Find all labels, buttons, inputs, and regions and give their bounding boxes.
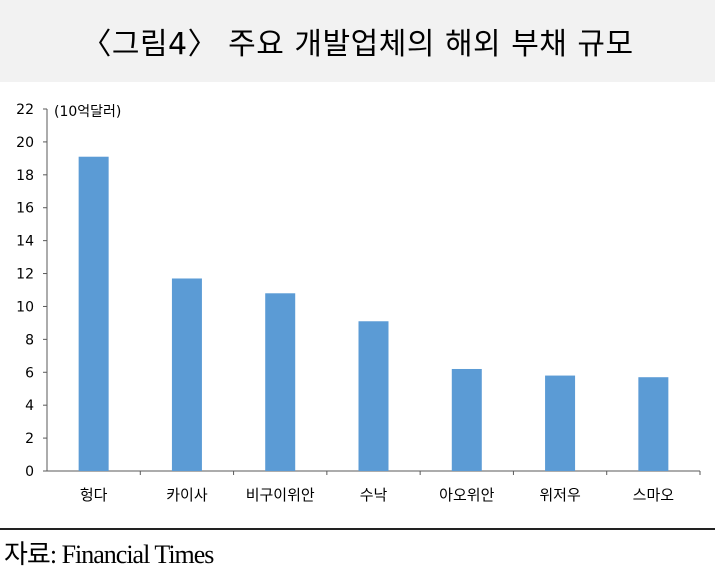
bar	[451, 368, 482, 471]
y-tick-label: 0	[25, 464, 34, 480]
chart-title: 〈그림4〉 주요 개발업체의 해외 부채 규모	[81, 27, 634, 62]
x-category-label: 수낙	[360, 486, 388, 504]
title-bar: 〈그림4〉 주요 개발업체의 해외 부채 규모	[0, 0, 715, 82]
y-tick-label: 2	[25, 431, 34, 447]
source-note: 자료: Financial Times	[4, 540, 214, 569]
x-category-label: 스마오	[633, 486, 675, 504]
bar	[638, 377, 669, 471]
y-tick-label: 16	[16, 201, 34, 217]
x-category-label: 아오위안	[439, 486, 494, 504]
y-tick-label: 20	[16, 135, 34, 151]
y-tick-label: 12	[16, 267, 34, 283]
chart-area: 0 2 4 6 8 10 12 14 16 18 20 22 (10억달러) 헝다 카이사 비구이위안 수낙 아오…	[0, 82, 715, 528]
x-category-label: 카이사	[166, 486, 208, 504]
y-unit-label: (10억달러)	[54, 104, 121, 120]
y-tick-label: 8	[25, 332, 34, 348]
x-category-label: 위저우	[539, 486, 581, 504]
bar	[265, 293, 296, 471]
bar	[358, 321, 389, 471]
y-tick-label: 18	[16, 168, 34, 184]
bar	[78, 156, 109, 471]
y-tick-label: 4	[25, 398, 34, 414]
y-tick-label: 6	[25, 365, 34, 381]
x-category-label: 헝다	[80, 486, 108, 504]
y-tick-label: 14	[16, 234, 34, 250]
y-tick-label: 22	[16, 102, 34, 118]
bar-chart: 0 2 4 6 8 10 12 14 16 18 20 22 (10억달러) 헝다 카이사 비구이위안 수낙 아오…	[16, 102, 701, 504]
divider-line	[0, 528, 715, 530]
x-category-label: 비구이위안	[246, 486, 315, 504]
y-tick-label: 10	[16, 299, 34, 315]
bar	[545, 375, 576, 471]
bar	[171, 278, 202, 471]
